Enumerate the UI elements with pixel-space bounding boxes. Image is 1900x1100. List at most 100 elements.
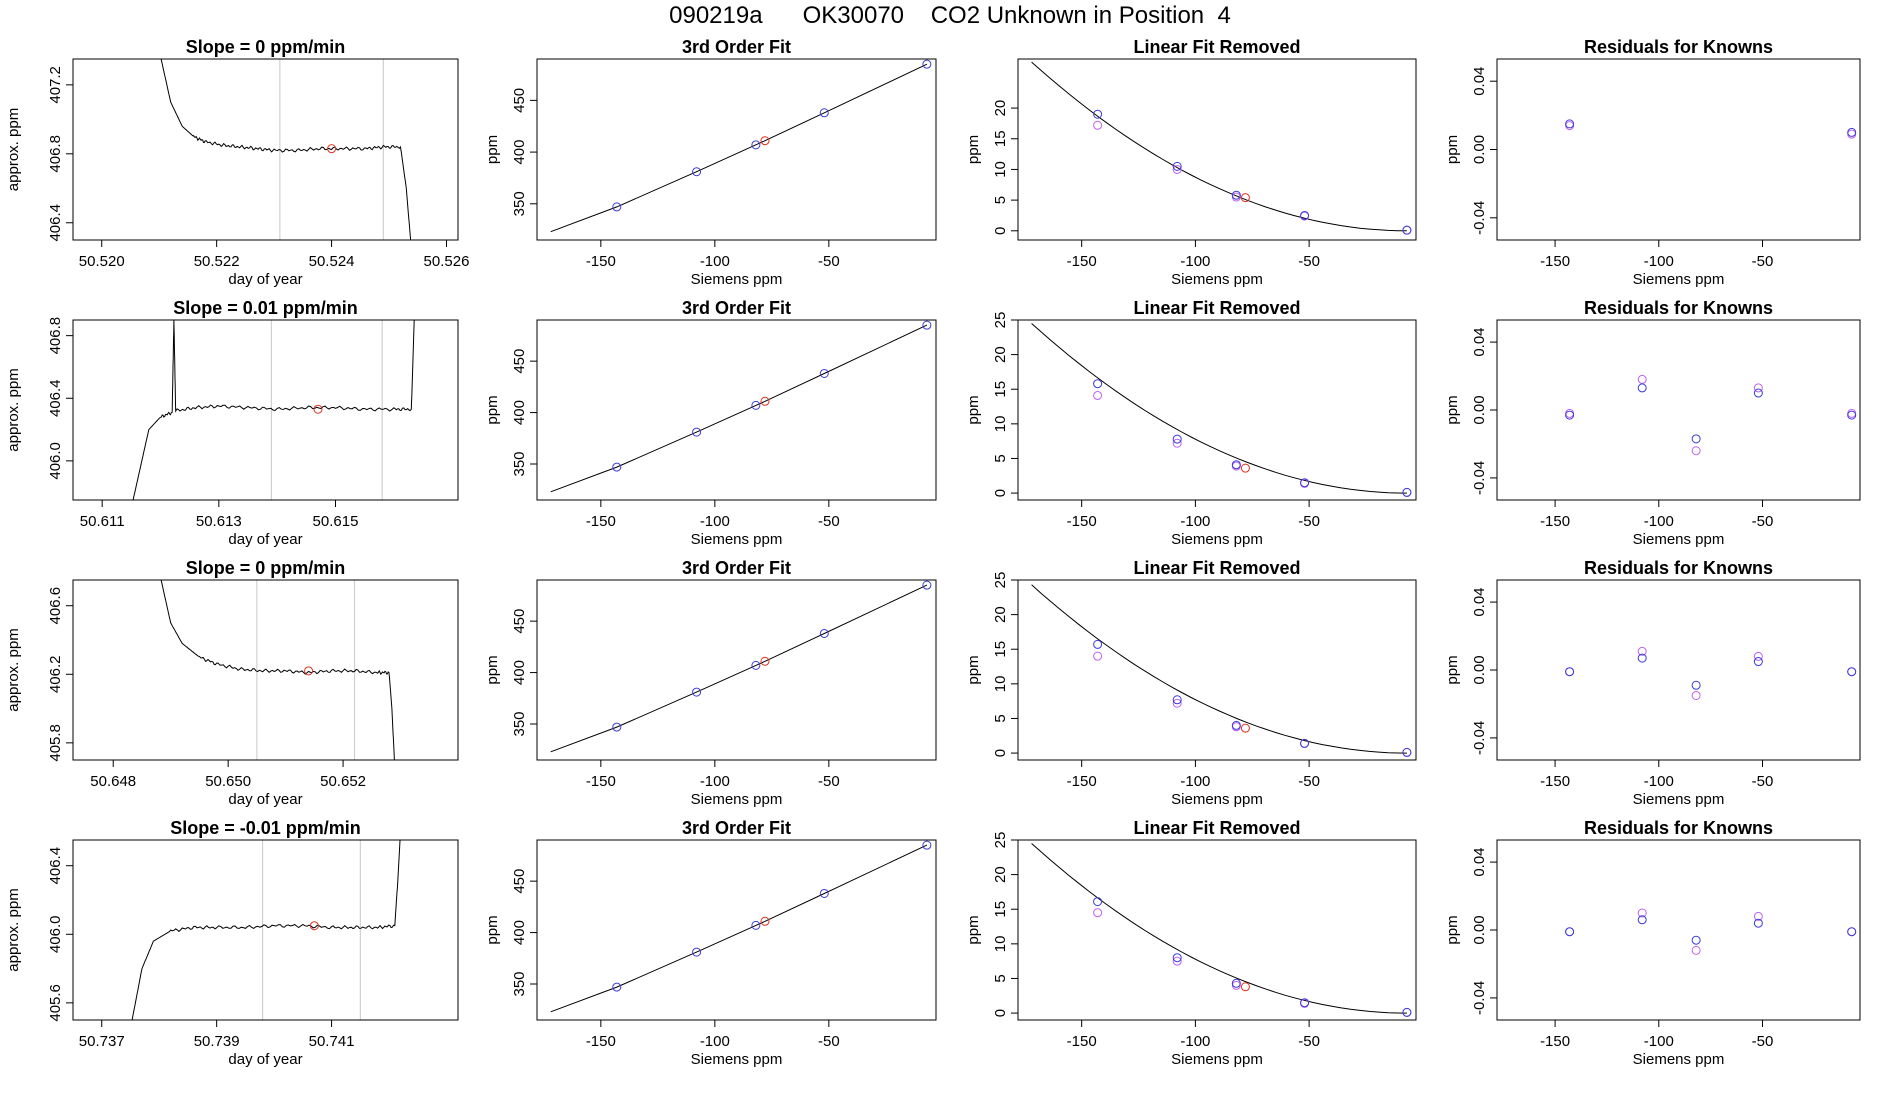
unknown-point — [313, 404, 323, 414]
x-tick-label: 50.737 — [79, 1033, 125, 1050]
known-point — [1172, 695, 1182, 705]
known-point — [1300, 998, 1310, 1008]
known-point — [819, 888, 829, 898]
x-tick-label: -50 — [1752, 773, 1774, 790]
y-axis-label: approx. ppm — [5, 628, 22, 711]
x-tick-label: -100 — [700, 773, 730, 790]
panel-1-1: 50.520 50.522 50.524 50.526 406.4 406.8 407.2 S… — [5, 37, 469, 288]
y-tick-label: 10 — [992, 936, 1009, 953]
known-point-alt — [1565, 121, 1575, 131]
x-tick-label: 50.650 — [205, 773, 251, 790]
y-axis-label: ppm — [1444, 395, 1461, 424]
y-tick-label: 406.0 — [47, 916, 64, 954]
known-point — [922, 840, 932, 850]
known-point — [1093, 639, 1103, 649]
panel-plot-area — [1565, 646, 1857, 700]
y-axis-label: ppm — [484, 135, 501, 164]
known-point-alt — [1691, 446, 1701, 456]
unknown-point — [1240, 463, 1250, 473]
panel-frame — [536, 319, 937, 501]
x-tick-label: -50 — [818, 253, 840, 270]
y-tick-label: 25 — [992, 572, 1009, 589]
figure-tank-id: OK30070 — [802, 2, 905, 29]
y-tick-label: 20 — [992, 866, 1009, 883]
y-tick-label: 10 — [992, 676, 1009, 693]
y-tick-label: 450 — [511, 609, 528, 634]
known-point — [1172, 434, 1182, 444]
known-point — [1402, 487, 1412, 497]
panel-plot-area — [550, 59, 932, 233]
known-point-alt — [1172, 956, 1182, 966]
panel-frame — [72, 58, 459, 241]
x-axis-label: Siemens ppm — [1633, 1051, 1725, 1068]
panel-4-3: -150 -100 -50 -0.04 0.00 0.04 Residuals for Kn… — [1444, 558, 1861, 808]
x-tick-label: 50.615 — [313, 513, 359, 530]
x-axis-label: Siemens ppm — [1633, 531, 1725, 548]
y-tick-label: 20 — [992, 606, 1009, 623]
y-axis-label: approx. ppm — [5, 108, 22, 191]
y-axis-label: ppm — [1444, 915, 1461, 944]
y-tick-label: 5 — [992, 196, 1009, 204]
x-tick-label: -50 — [1752, 253, 1774, 270]
y-axis-label: ppm — [965, 135, 982, 164]
panel-title: Residuals for Knowns — [1584, 37, 1773, 57]
panel-plot-area — [550, 580, 932, 753]
x-tick-label: -150 — [1540, 1033, 1570, 1050]
panel-title: 3rd Order Fit — [682, 818, 791, 838]
y-tick-label: 400 — [511, 660, 528, 685]
known-point — [1172, 161, 1182, 171]
known-point — [692, 427, 702, 437]
x-tick-label: -150 — [586, 253, 616, 270]
known-point — [1691, 680, 1701, 690]
known-point — [612, 982, 622, 992]
y-tick-label: 450 — [511, 349, 528, 374]
x-tick-label: -150 — [586, 1033, 616, 1050]
known-point — [1691, 434, 1701, 444]
y-tick-label: 405.8 — [47, 724, 64, 762]
panel-title: Residuals for Knowns — [1584, 298, 1773, 318]
panel-plot-area — [1565, 908, 1857, 955]
y-tick-label: 15 — [992, 130, 1009, 147]
known-point — [1231, 460, 1241, 470]
y-tick-label: 0.04 — [1471, 847, 1488, 876]
panel-frame — [72, 579, 459, 761]
y-tick-label: 0 — [992, 489, 1009, 497]
known-point — [1093, 109, 1103, 119]
x-tick-label: -150 — [586, 513, 616, 530]
panel-plot-area — [1031, 843, 1412, 1017]
y-tick-label: 0.00 — [1471, 915, 1488, 944]
x-axis-label: Siemens ppm — [1633, 271, 1725, 288]
y-axis-label: ppm — [484, 655, 501, 684]
concentration-trace — [160, 59, 412, 240]
y-tick-label: -0.04 — [1471, 201, 1488, 235]
known-point — [1231, 720, 1241, 730]
unknown-point — [760, 916, 770, 926]
known-point-alt — [1637, 908, 1647, 918]
known-point — [612, 722, 622, 732]
known-point — [612, 202, 622, 212]
panel-title: 3rd Order Fit — [682, 298, 791, 318]
unknown-point — [1240, 723, 1250, 733]
known-point-alt — [1172, 698, 1182, 708]
panel-plot-area — [1565, 119, 1857, 139]
known-point — [1691, 935, 1701, 945]
x-tick-label: 50.741 — [309, 1033, 355, 1050]
y-tick-label: 25 — [992, 312, 1009, 329]
x-tick-label: -100 — [1644, 253, 1674, 270]
y-tick-label: 15 — [992, 641, 1009, 658]
x-tick-label: -150 — [1067, 253, 1097, 270]
x-axis-label: day of year — [228, 271, 302, 288]
known-point — [1565, 410, 1575, 420]
known-point — [1847, 667, 1857, 677]
x-tick-label: -50 — [1298, 1033, 1320, 1050]
panel-title: Linear Fit Removed — [1133, 818, 1300, 838]
fit-curve — [1031, 843, 1407, 1014]
panel-3-2: -150 -100 -50 0 5 10 15 20 25 Linear Fit Removed S… — [965, 298, 1417, 548]
known-point-alt — [1231, 980, 1241, 990]
y-tick-label: 20 — [992, 100, 1009, 117]
known-point — [1637, 653, 1647, 663]
known-point — [1300, 738, 1310, 748]
y-tick-label: 0.04 — [1471, 587, 1488, 616]
y-tick-label: -0.04 — [1471, 721, 1488, 755]
